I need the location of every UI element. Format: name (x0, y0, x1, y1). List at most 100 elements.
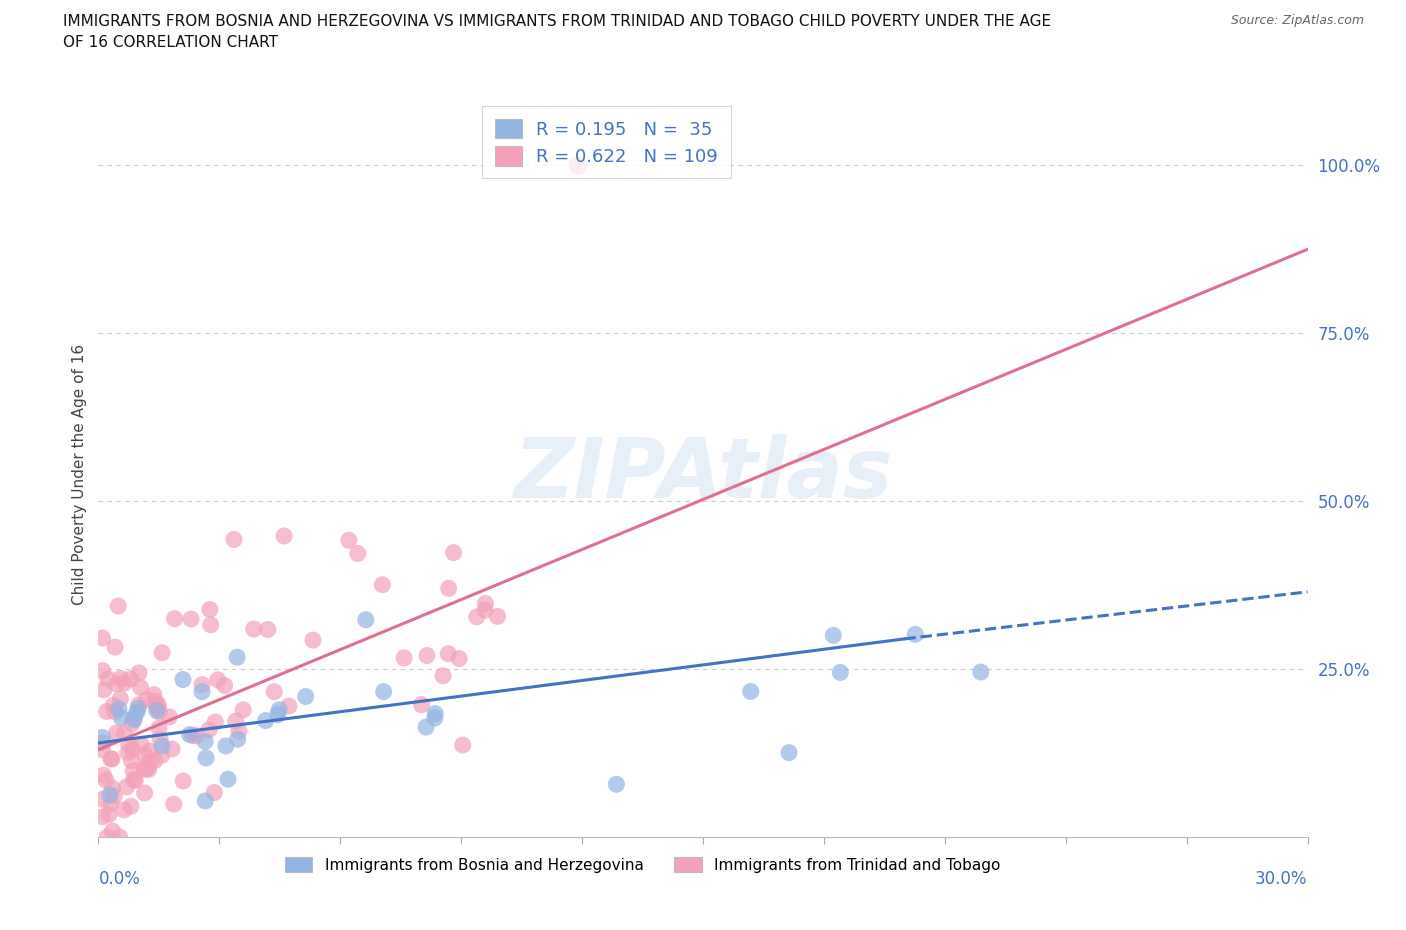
Point (337, 533, 360, 548)
Point (150, 748, 173, 763)
Point (122, 711, 145, 726)
Point (100, 796, 122, 811)
Point (226, 650, 249, 665)
Point (194, 734, 217, 749)
Point (232, 702, 254, 717)
Point (302, 632, 325, 647)
Point (107, 599, 129, 614)
Point (465, 609, 488, 624)
Point (423, 711, 446, 725)
Point (121, 742, 143, 757)
Point (354, 612, 377, 627)
Point (120, 799, 142, 814)
Point (128, 666, 150, 681)
Point (135, 762, 157, 777)
Point (970, 665, 993, 680)
Point (146, 703, 169, 718)
Text: 0.0%: 0.0% (98, 870, 141, 887)
Text: 30.0%: 30.0% (1256, 870, 1308, 887)
Point (112, 675, 135, 690)
Point (179, 727, 201, 742)
Point (127, 701, 149, 716)
Point (432, 669, 454, 684)
Point (105, 725, 128, 740)
Point (110, 691, 132, 706)
Point (122, 764, 145, 778)
Point (157, 710, 180, 724)
Point (198, 723, 221, 737)
Point (451, 737, 474, 752)
Point (163, 611, 186, 626)
Point (228, 724, 250, 738)
Point (486, 609, 509, 624)
Point (134, 747, 156, 762)
Point (415, 720, 437, 735)
Point (91, 730, 114, 745)
Point (105, 676, 128, 691)
Point (93, 683, 115, 698)
Point (294, 689, 316, 704)
Point (134, 786, 156, 801)
Point (269, 702, 291, 717)
Point (150, 738, 173, 753)
Legend: Immigrants from Bosnia and Herzegovina, Immigrants from Trinidad and Tobago: Immigrants from Bosnia and Herzegovina, … (277, 849, 1008, 880)
Point (128, 698, 150, 712)
Point (225, 713, 247, 728)
Point (449, 651, 471, 666)
Point (202, 785, 225, 800)
Text: ZIPAtlas: ZIPAtlas (513, 433, 893, 515)
Point (110, 711, 132, 725)
Point (112, 726, 135, 741)
Point (474, 603, 496, 618)
Point (256, 622, 278, 637)
Point (146, 700, 169, 715)
Point (150, 645, 173, 660)
Point (104, 705, 127, 720)
Point (132, 762, 155, 777)
Point (373, 684, 395, 699)
Point (97, 671, 120, 686)
Point (214, 678, 236, 693)
Point (135, 692, 157, 707)
Point (222, 532, 245, 547)
Point (104, 640, 127, 655)
Point (91, 631, 114, 645)
Point (120, 671, 142, 686)
Point (172, 774, 194, 789)
Point (145, 697, 167, 711)
Text: OF 16 CORRELATION CHART: OF 16 CORRELATION CHART (63, 35, 278, 50)
Point (142, 687, 165, 702)
Point (145, 694, 167, 709)
Point (91, 809, 114, 824)
Point (194, 793, 217, 808)
Point (121, 753, 143, 768)
Point (830, 665, 852, 680)
Point (416, 648, 439, 663)
Point (392, 650, 415, 665)
Point (101, 781, 124, 796)
Point (91, 663, 114, 678)
Point (474, 596, 496, 611)
Point (226, 732, 249, 747)
Point (254, 713, 277, 728)
Point (103, 698, 125, 713)
Point (129, 680, 152, 695)
Point (437, 581, 460, 596)
Point (112, 803, 135, 817)
Point (149, 732, 172, 747)
Point (124, 773, 146, 788)
Point (605, 777, 627, 791)
Point (204, 714, 226, 729)
Point (191, 684, 214, 699)
Point (148, 705, 170, 720)
Point (437, 646, 460, 661)
Text: IMMIGRANTS FROM BOSNIA AND HERZEGOVINA VS IMMIGRANTS FROM TRINIDAD AND TOBAGO CH: IMMIGRANTS FROM BOSNIA AND HERZEGOVINA V… (63, 14, 1052, 29)
Point (195, 751, 218, 765)
Point (200, 618, 222, 632)
Point (778, 745, 800, 760)
Point (138, 754, 160, 769)
Point (160, 741, 183, 756)
Point (198, 602, 221, 617)
Point (181, 728, 204, 743)
Text: Source: ZipAtlas.com: Source: ZipAtlas.com (1230, 14, 1364, 27)
